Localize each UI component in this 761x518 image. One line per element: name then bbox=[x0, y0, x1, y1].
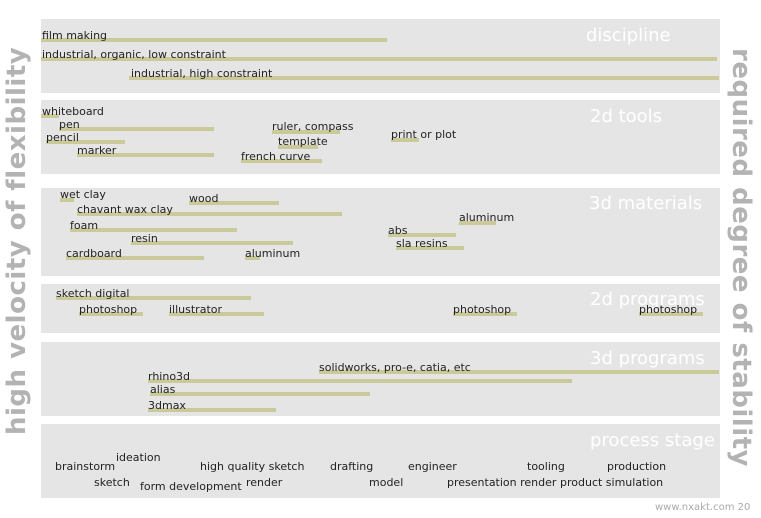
label-pencil: pencil bbox=[46, 131, 79, 144]
discipline-panel bbox=[41, 19, 720, 93]
tools2d-panel bbox=[41, 100, 720, 174]
bar-ruler-compass bbox=[272, 130, 340, 134]
bar-french-curve bbox=[241, 159, 322, 163]
label-ideation: ideation bbox=[116, 451, 161, 464]
bar-aluminum-left bbox=[245, 256, 260, 260]
label-form-development: form development bbox=[140, 480, 242, 493]
bar-wet-clay bbox=[60, 198, 74, 202]
label-marker: marker bbox=[77, 144, 117, 157]
label-wood: wood bbox=[189, 192, 219, 205]
process-panel bbox=[41, 424, 720, 498]
bar-marker bbox=[77, 153, 214, 157]
label-solidworks: solidworks, pro-e, catia, etc bbox=[319, 361, 471, 374]
bar-industrial-organic bbox=[41, 57, 717, 61]
label-illustrator: illustrator bbox=[169, 303, 223, 316]
label-photoshop-3: photoshop bbox=[639, 303, 698, 316]
bar-resin bbox=[131, 241, 293, 245]
label-engineer: engineer bbox=[408, 460, 457, 473]
bar-rhino3d bbox=[148, 379, 572, 383]
label-ruler-compass: ruler, compass bbox=[272, 120, 354, 133]
bar-alias bbox=[150, 392, 370, 396]
label-template: template bbox=[278, 135, 328, 148]
label-sketch-digital: sketch digital bbox=[56, 287, 130, 300]
bar-photoshop-3 bbox=[639, 312, 703, 316]
label-chavant: chavant wax clay bbox=[77, 203, 173, 216]
programs2d-panel bbox=[41, 284, 720, 333]
bar-sketch-digital bbox=[56, 296, 251, 300]
programs2d-title: 2d programs bbox=[590, 289, 705, 310]
bar-illustrator bbox=[169, 312, 264, 316]
bar-industrial-high bbox=[129, 76, 719, 80]
label-cardboard: cardboard bbox=[66, 247, 122, 260]
bar-photoshop-1 bbox=[79, 312, 143, 316]
process-title: process stage bbox=[590, 430, 715, 451]
tools2d-title: 2d tools bbox=[590, 106, 663, 127]
label-whiteboard: whiteboard bbox=[42, 105, 104, 118]
bar-photoshop-2 bbox=[453, 312, 517, 316]
label-3dmax: 3dmax bbox=[148, 399, 186, 412]
materials3d-panel bbox=[41, 188, 720, 276]
left-axis-label: high velocity of flexibility bbox=[2, 46, 32, 435]
label-sketch: sketch bbox=[94, 476, 130, 489]
label-pen: pen bbox=[59, 118, 80, 131]
label-film-making: film making bbox=[42, 29, 108, 42]
bar-template bbox=[278, 145, 318, 149]
programs3d-title: 3d programs bbox=[590, 348, 705, 369]
bar-abs bbox=[388, 233, 456, 237]
label-french-curve: french curve bbox=[241, 150, 311, 163]
label-photoshop-2: photoshop bbox=[453, 303, 512, 316]
bar-solidworks bbox=[319, 370, 719, 374]
label-industrial-high: industrial, high constraint bbox=[131, 67, 273, 80]
label-photoshop-1: photoshop bbox=[79, 303, 138, 316]
label-industrial-organic: industrial, organic, low constraint bbox=[42, 48, 226, 61]
bar-sla-resins bbox=[396, 246, 464, 250]
bar-wood bbox=[189, 201, 279, 205]
label-alias: alias bbox=[150, 383, 176, 396]
label-rhino3d: rhino3d bbox=[148, 370, 191, 383]
label-high-quality-sketch: high quality sketch bbox=[200, 460, 305, 473]
label-tooling: tooling bbox=[527, 460, 565, 473]
bar-3dmax bbox=[148, 408, 276, 412]
label-resin: resin bbox=[131, 232, 158, 245]
label-sla-resins: sla resins bbox=[396, 237, 448, 250]
label-aluminum-right: aluminum bbox=[459, 211, 515, 224]
right-axis-label: required degree of stability bbox=[726, 48, 756, 468]
footer-credit: www.nxakt.com 20 bbox=[655, 502, 751, 513]
bar-pen bbox=[59, 127, 214, 131]
label-foam: foam bbox=[70, 219, 99, 232]
label-render: render bbox=[246, 476, 283, 489]
label-brainstorm: brainstorm bbox=[55, 460, 116, 473]
bar-foam bbox=[70, 228, 237, 232]
label-production: production bbox=[607, 460, 667, 473]
bar-aluminum-right bbox=[459, 221, 496, 225]
bar-chavant bbox=[77, 212, 342, 216]
label-presentation-render: presentation render bbox=[447, 476, 557, 489]
discipline-title: discipline bbox=[586, 25, 671, 46]
bar-whiteboard bbox=[41, 114, 59, 118]
materials3d-title: 3d materials bbox=[589, 193, 703, 214]
bar-pencil bbox=[46, 140, 125, 144]
bar-print-plot bbox=[391, 138, 419, 142]
label-model: model bbox=[369, 476, 404, 489]
label-print-plot: print or plot bbox=[391, 128, 457, 141]
bar-cardboard bbox=[66, 256, 204, 260]
label-aluminum-left: aluminum bbox=[245, 247, 301, 260]
label-product-simulation: product simulation bbox=[560, 476, 664, 489]
label-drafting: drafting bbox=[330, 460, 374, 473]
label-wet-clay: wet clay bbox=[60, 188, 106, 201]
label-abs: abs bbox=[388, 224, 408, 237]
bar-film-making bbox=[41, 38, 387, 42]
